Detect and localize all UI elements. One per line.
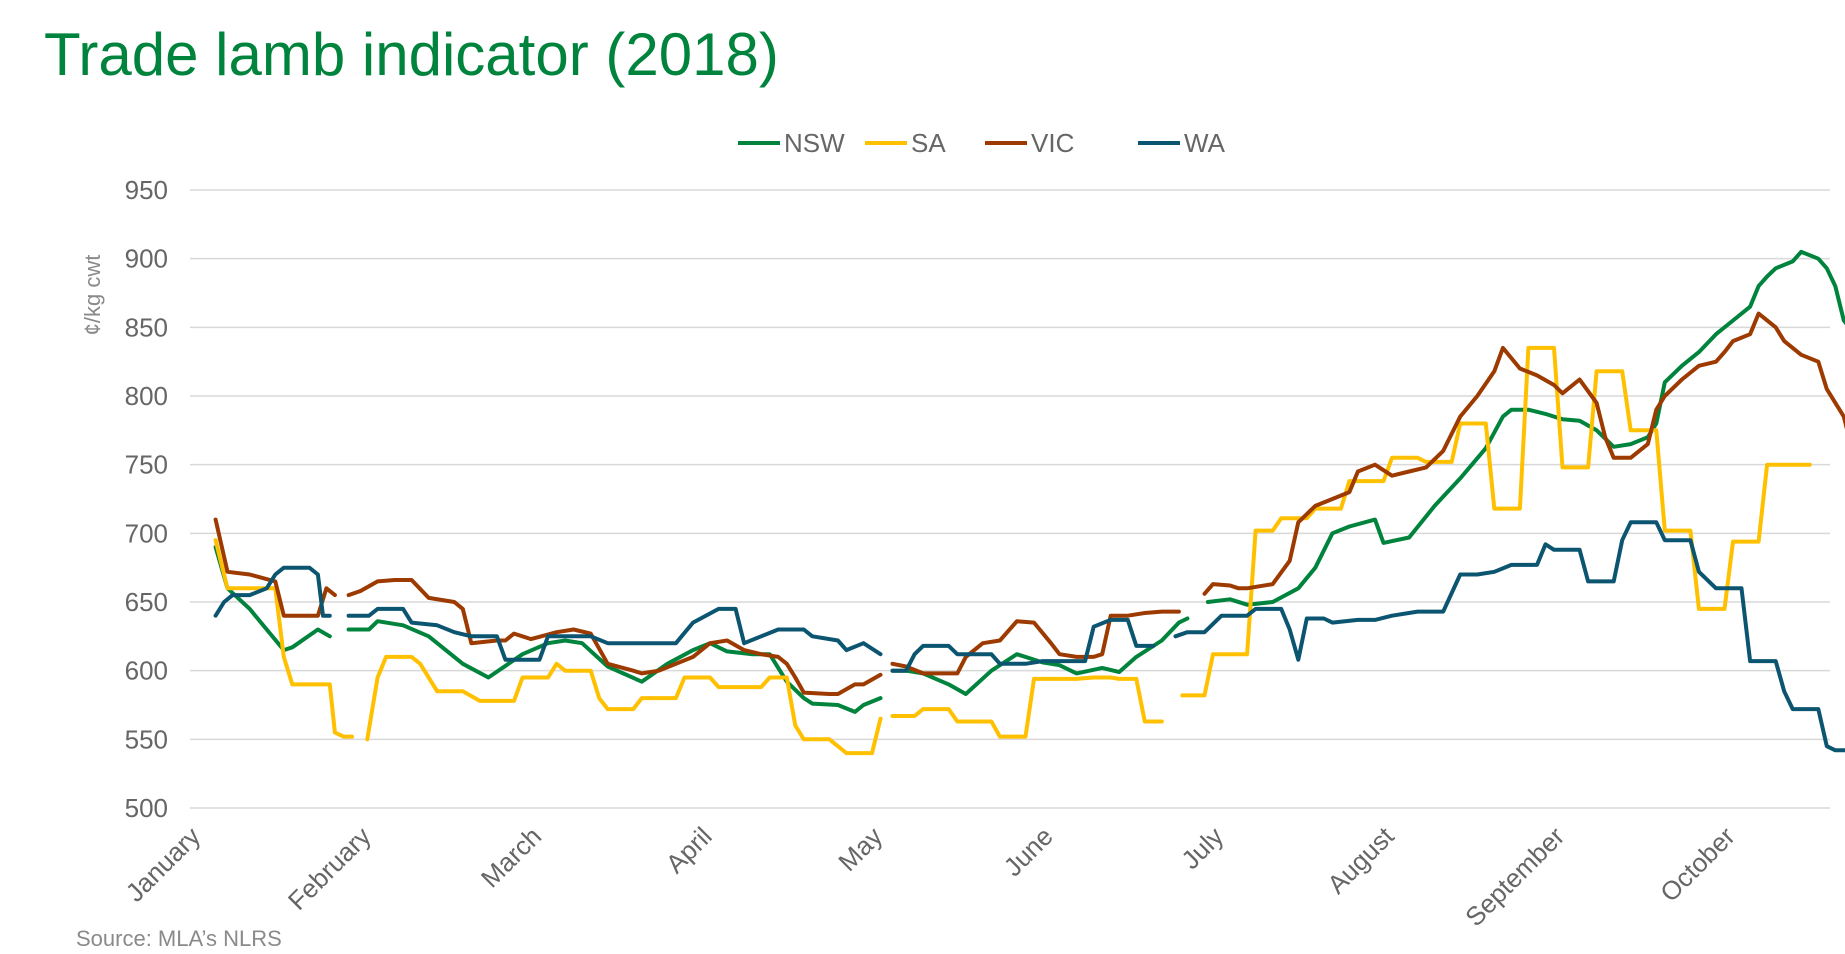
- series-line-wa: [213, 565, 332, 618]
- series-line-wa: [1173, 520, 1845, 753]
- x-tick-label: May: [832, 821, 888, 877]
- x-tick-label: October: [1654, 821, 1741, 908]
- legend-label-nsw: NSW: [784, 128, 845, 158]
- series-line-nsw: [213, 545, 332, 653]
- x-tick-label: February: [282, 821, 377, 916]
- y-axis-ticks: 500 550 600 650 700 750 800 850 900 950: [125, 175, 168, 823]
- y-axis-label: ¢/kg cwt: [80, 255, 105, 336]
- y-tick-label: 850: [125, 312, 168, 342]
- gridlines: [190, 189, 1830, 809]
- y-tick-label: 800: [125, 381, 168, 411]
- y-tick-label: 950: [125, 175, 168, 205]
- series-line-vic: [346, 578, 883, 696]
- y-tick-label: 550: [125, 724, 168, 754]
- series-line-nsw: [890, 616, 1190, 696]
- legend-label-wa: WA: [1184, 128, 1226, 158]
- x-tick-label: August: [1321, 820, 1400, 899]
- y-tick-label: 750: [125, 450, 168, 480]
- series-lines: [213, 249, 1845, 756]
- series-line-sa: [213, 538, 354, 739]
- x-tick-label: July: [1175, 821, 1229, 875]
- x-tick-label: January: [120, 821, 207, 908]
- legend: NSW SA VIC WA: [738, 128, 1226, 158]
- x-tick-label: September: [1459, 821, 1570, 932]
- x-tick-label: April: [660, 821, 718, 879]
- x-axis-ticks: January February March April May June July Augu…: [120, 820, 1741, 932]
- legend-label-vic: VIC: [1031, 128, 1074, 158]
- y-tick-label: 650: [125, 587, 168, 617]
- series-line-vic: [890, 609, 1181, 676]
- series-line-sa: [890, 675, 1164, 739]
- source-note: Source: MLA’s NLRS: [76, 926, 282, 951]
- y-tick-label: 600: [125, 656, 168, 686]
- series-line-nsw: [1205, 249, 1845, 607]
- series-line-wa: [346, 606, 883, 662]
- series-line-sa: [365, 654, 883, 756]
- series-line-vic: [213, 517, 337, 618]
- series-line-wa: [890, 617, 1156, 673]
- page-title: Trade lamb indicator (2018): [44, 21, 779, 88]
- series-line-vic: [1202, 311, 1845, 596]
- y-tick-label: 500: [125, 793, 168, 823]
- y-tick-label: 900: [125, 244, 168, 274]
- x-tick-label: March: [475, 821, 547, 893]
- series-line-sa: [1180, 345, 1812, 698]
- y-tick-label: 700: [125, 518, 168, 548]
- x-tick-label: June: [998, 821, 1059, 882]
- legend-label-sa: SA: [911, 128, 946, 158]
